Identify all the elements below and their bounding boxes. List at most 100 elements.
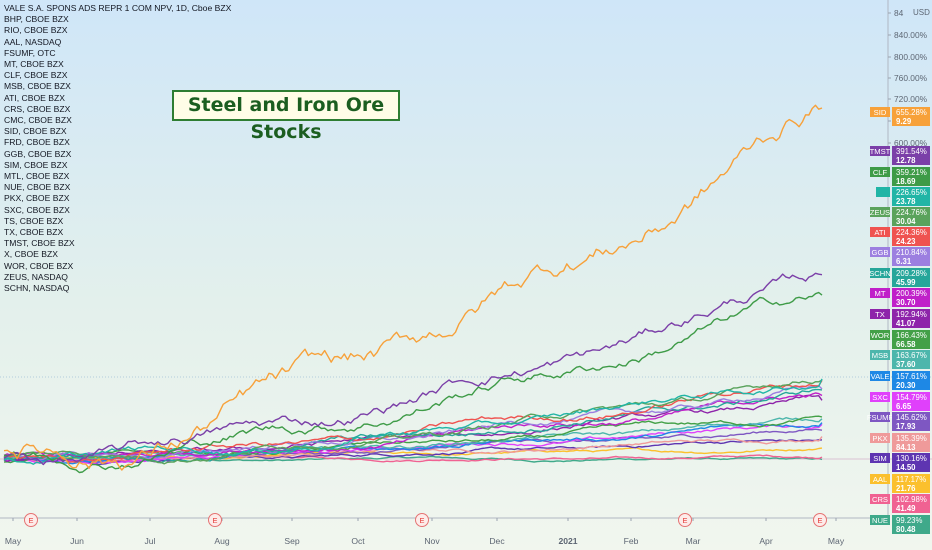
series-label-tag[interactable]	[876, 187, 890, 197]
series-label-tag[interactable]	[870, 207, 890, 217]
series-name-label: PKX	[872, 434, 887, 443]
x-tick-label: Jun	[70, 536, 84, 546]
compare-symbol[interactable]: CMC, CBOE BZX	[4, 115, 72, 126]
series-value-box[interactable]	[892, 227, 930, 246]
series-value-box[interactable]	[892, 392, 930, 411]
series-value-box[interactable]	[892, 494, 930, 513]
compare-symbol[interactable]: MTL, CBOE BZX	[4, 171, 70, 182]
compare-symbol[interactable]: MSB, CBOE BZX	[4, 81, 71, 92]
series-value-box[interactable]	[892, 350, 930, 369]
compare-symbol[interactable]: BHP, CBOE BZX	[4, 14, 69, 25]
series-pct-label: 163.67%	[896, 351, 927, 360]
series-line-sim[interactable]	[3, 439, 823, 466]
compare-symbol[interactable]: SID, CBOE BZX	[4, 126, 67, 137]
series-value-box[interactable]	[892, 433, 930, 452]
series-label-tag[interactable]	[870, 474, 890, 484]
series-line-unnamed[interactable]	[3, 378, 823, 465]
compare-symbol[interactable]: FSUMF, OTC	[4, 47, 56, 58]
series-value-box[interactable]	[892, 309, 930, 328]
series-price-label: 6.65	[896, 402, 912, 411]
series-line-sid[interactable]	[3, 104, 823, 471]
series-price-label: 30.04	[896, 217, 916, 226]
earnings-marker[interactable]	[678, 513, 692, 527]
series-label-tag[interactable]	[870, 309, 890, 319]
series-value-box[interactable]	[892, 288, 930, 307]
series-value-box[interactable]	[892, 247, 930, 266]
series-line-schn[interactable]	[3, 388, 823, 464]
series-pct-label: 210.84%	[896, 248, 927, 257]
x-tick-label: May	[828, 536, 845, 546]
series-price-label: 9.29	[896, 117, 912, 126]
compare-symbol[interactable]: RIO, CBOE BZX	[4, 25, 68, 36]
series-label-tag[interactable]	[870, 515, 890, 525]
compare-symbol[interactable]: FRD, CBOE BZX	[4, 137, 70, 148]
series-value-box[interactable]	[892, 330, 930, 349]
compare-symbol[interactable]: SIM, CBOE BZX	[4, 159, 68, 170]
compare-symbol[interactable]: ZEUS, NASDAQ	[4, 271, 68, 282]
series-label-tag[interactable]	[870, 247, 890, 257]
compare-symbol[interactable]: MT, CBOE BZX	[4, 59, 64, 70]
series-line-tmst[interactable]	[3, 272, 823, 466]
series-label-tag[interactable]	[870, 494, 890, 504]
series-name-label: ZEUS	[870, 208, 890, 217]
series-label-tag[interactable]	[870, 167, 890, 177]
compare-symbol[interactable]: X, CBOE BZX	[4, 249, 58, 260]
compare-symbol[interactable]: TX, CBOE BZX	[4, 227, 64, 238]
earnings-marker[interactable]	[208, 513, 222, 527]
x-tick-label: Oct	[351, 536, 365, 546]
compare-symbol[interactable]: CLF, CBOE BZX	[4, 70, 68, 81]
series-label-tag[interactable]	[870, 433, 890, 443]
series-label-tag[interactable]	[870, 288, 890, 298]
series-label-tag[interactable]	[870, 412, 890, 422]
series-pct-label: 154.79%	[896, 393, 927, 402]
compare-symbol[interactable]: TS, CBOE BZX	[4, 215, 64, 226]
compare-symbol[interactable]: PKX, CBOE BZX	[4, 193, 70, 204]
series-value-box[interactable]	[892, 167, 930, 186]
series-price-label: 41.49	[896, 504, 916, 513]
earnings-marker[interactable]	[24, 513, 38, 527]
series-label-tag[interactable]	[870, 371, 890, 381]
series-label-tag[interactable]	[870, 350, 890, 360]
series-price-label: 23.78	[896, 197, 916, 206]
series-label-tag[interactable]	[870, 227, 890, 237]
series-name-label: CLF	[873, 168, 888, 177]
series-line-clf[interactable]	[3, 291, 823, 474]
compare-symbol[interactable]: SXC, CBOE BZX	[4, 204, 70, 215]
series-label-tag[interactable]	[870, 107, 890, 117]
series-value-box[interactable]	[892, 268, 930, 287]
series-value-box[interactable]	[892, 453, 930, 472]
compare-symbol[interactable]: WOR, CBOE BZX	[4, 260, 74, 271]
series-label-tag[interactable]	[870, 330, 890, 340]
series-label-tag[interactable]	[870, 268, 890, 278]
series-label-tag[interactable]	[870, 146, 890, 156]
earnings-marker[interactable]	[813, 513, 827, 527]
earnings-marker-label: E	[28, 516, 33, 525]
series-value-box[interactable]	[892, 107, 930, 126]
series-price-label: 41.07	[896, 319, 916, 328]
compare-symbol[interactable]: TMST, CBOE BZX	[4, 238, 75, 249]
series-pct-label: 224.36%	[896, 228, 927, 237]
series-value-box[interactable]	[892, 146, 930, 165]
series-value-box[interactable]	[892, 412, 930, 431]
series-value-box[interactable]	[892, 207, 930, 226]
y-tick-label: 84	[894, 8, 904, 18]
compare-symbol[interactable]: GGB, CBOE BZX	[4, 148, 72, 159]
series-line-zeus[interactable]	[3, 379, 823, 465]
compare-symbol[interactable]: NUE, CBOE BZX	[4, 182, 71, 193]
series-pct-label: 224.76%	[896, 208, 927, 217]
series-value-box[interactable]	[892, 515, 930, 534]
compare-symbol[interactable]: CRS, CBOE BZX	[4, 103, 71, 114]
earnings-marker[interactable]	[415, 513, 429, 527]
compare-symbol[interactable]: SCHN, NASDAQ	[4, 283, 70, 294]
series-label-tag[interactable]	[870, 392, 890, 402]
annotation-box[interactable]: Steel and Iron Ore Stocks	[172, 90, 400, 143]
series-value-box[interactable]	[892, 371, 930, 390]
series-label-tag[interactable]	[870, 453, 890, 463]
compare-symbol[interactable]: AAL, NASDAQ	[4, 36, 62, 47]
series-value-box[interactable]	[892, 474, 930, 493]
series-pct-label: 157.61%	[896, 372, 927, 381]
series-value-box[interactable]	[892, 187, 930, 206]
compare-symbol[interactable]: ATI, CBOE BZX	[4, 92, 65, 103]
y-unit-label: USD	[913, 8, 930, 17]
